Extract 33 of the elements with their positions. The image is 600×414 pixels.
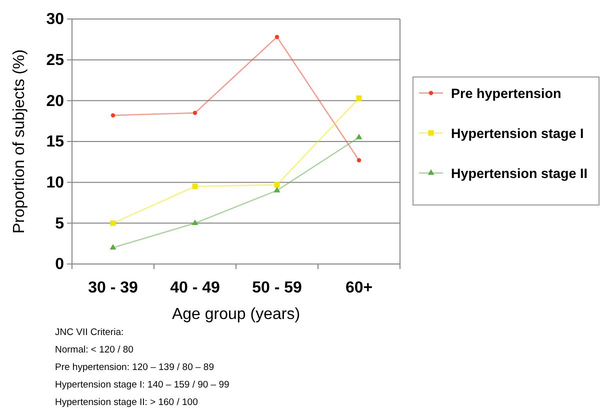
point — [192, 219, 198, 226]
y-tick-label: 0 — [55, 256, 64, 274]
point — [274, 186, 280, 192]
point — [110, 113, 116, 118]
y-tick-label: 10 — [46, 174, 64, 192]
legend-label: Hypertension stage I — [451, 126, 584, 141]
point — [356, 134, 362, 140]
point — [192, 184, 198, 190]
point — [274, 182, 280, 188]
point — [274, 34, 280, 40]
y-tick-label: 15 — [46, 134, 64, 151]
legend-label: Pre hypertension — [451, 86, 562, 101]
y-tick-label: 5 — [55, 215, 64, 232]
point — [110, 220, 116, 226]
text: Normal: < 120 / 80 — [55, 344, 134, 356]
x-tick-label: 60+ — [345, 280, 373, 297]
y-tick-label: 25 — [46, 52, 64, 69]
point — [356, 95, 362, 101]
y-tick-label: 30 — [46, 11, 64, 28]
text: Hypertension stage I: 140 – 159 / 90 – 99 — [55, 380, 230, 390]
text: JNC VII Criteria: — [55, 327, 124, 338]
text: Hypertension stage II: > 160 / 100 — [55, 397, 198, 408]
y-axis-title: Proportion of subjects (%) — [11, 49, 28, 234]
point — [192, 110, 198, 116]
x-tick-label: 30 - 39 — [88, 280, 138, 297]
legend-label: Hypertension stage II — [451, 166, 588, 181]
x-tick-label: 50 - 59 — [252, 280, 302, 297]
y-tick-label: 20 — [46, 92, 64, 110]
x-tick-label: 40 - 49 — [170, 280, 220, 297]
point — [356, 158, 362, 162]
x-axis-title: Age group (years) — [172, 306, 300, 323]
text: Pre hypertension: 120 – 139 / 80 – 89 — [55, 362, 214, 373]
point — [110, 244, 116, 250]
